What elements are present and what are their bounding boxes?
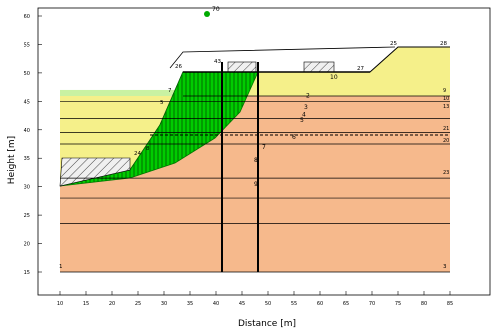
x-tick-label: 75 — [395, 301, 401, 307]
x-tick-label: 65 — [343, 301, 349, 307]
upper-load-outline — [169, 46, 396, 69]
x-tick-label: 35 — [187, 301, 193, 307]
y-axis-ticks: 60 55 50 45 40 35 30 25 20 15 — [24, 14, 42, 276]
node-label-43: 43 — [214, 59, 221, 65]
layer-id-10: 10 — [330, 74, 338, 81]
surface-layer-10 — [60, 47, 450, 186]
hatched-load-top — [227, 61, 257, 73]
plot-frame — [37, 7, 491, 296]
node-label-1: 1 — [59, 264, 63, 270]
x-tick-label: 60 — [317, 301, 323, 307]
x-axis-ticks: 10 15 20 25 30 35 40 45 50 55 60 65 70 75 80 85 — [57, 291, 453, 307]
x-tick-label: 20 — [109, 301, 115, 307]
x-tick-label: 25 — [135, 301, 141, 307]
y-tick-label: 20 — [24, 242, 30, 248]
x-axis-label: Distance [m] — [238, 319, 296, 329]
x-tick-label: 50 — [265, 301, 271, 307]
node-label-7: 7 — [168, 88, 172, 94]
right-boundary-labels: 9 10 13 21 20 23 — [443, 88, 449, 176]
top-point-label: 70 — [212, 6, 220, 13]
node-label-25: 25 — [390, 41, 397, 47]
x-tick-label: 55 — [291, 301, 297, 307]
layer-interfaces — [60, 71, 450, 273]
y-tick-label: 15 — [24, 270, 30, 276]
x-tick-label: 85 — [447, 301, 453, 307]
right-label: 20 — [443, 138, 449, 144]
top-point-marker — [204, 11, 210, 17]
node-label-8: 8 — [146, 146, 150, 152]
x-tick-label: 80 — [421, 301, 427, 307]
hatched-load-right — [303, 61, 335, 73]
node-label-27: 27 — [357, 66, 364, 72]
x-tick-label: 30 — [161, 301, 167, 307]
layer-id-2: 2 — [306, 93, 310, 100]
right-label: 10 — [443, 96, 449, 102]
layer-id-5: 5 — [300, 117, 304, 124]
node-label-24: 24 — [134, 151, 141, 157]
layer-id-9: 9 — [254, 181, 258, 188]
x-tick-label: 70 — [369, 301, 375, 307]
y-tick-label: 60 — [24, 14, 30, 20]
node-label-3: 3 — [443, 264, 447, 270]
layer-id-4: 4 — [302, 111, 306, 118]
y-tick-label: 45 — [24, 99, 30, 105]
y-tick-label: 30 — [24, 185, 30, 191]
right-label: 13 — [443, 104, 449, 110]
node-label-5: 5 — [160, 100, 164, 106]
layer-id-labels: 10 2 345 6 78 9 — [254, 74, 338, 188]
y-axis-label: Height [m] — [7, 136, 17, 184]
node-label-28: 28 — [440, 41, 447, 47]
right-label: 9 — [443, 88, 446, 94]
y-tick-label: 35 — [24, 156, 30, 162]
right-label: 23 — [443, 170, 449, 176]
x-tick-label: 15 — [83, 301, 89, 307]
node-label-26: 26 — [175, 64, 182, 70]
y-tick-label: 55 — [24, 42, 30, 48]
x-tick-label: 40 — [213, 301, 219, 307]
layer-id-8: 8 — [254, 157, 258, 164]
layer-id-6: 6 — [292, 134, 296, 141]
x-tick-label: 45 — [239, 301, 245, 307]
x-tick-label: 10 — [57, 301, 63, 307]
y-tick-label: 40 — [24, 128, 30, 134]
hatched-load-left — [59, 157, 131, 187]
y-tick-label: 25 — [24, 213, 30, 219]
right-label: 21 — [443, 126, 449, 132]
layer-id-3: 3 — [304, 104, 308, 111]
layer-id-7: 7 — [262, 144, 266, 151]
sliding-mass — [59, 71, 259, 187]
y-tick-label: 50 — [24, 71, 30, 77]
